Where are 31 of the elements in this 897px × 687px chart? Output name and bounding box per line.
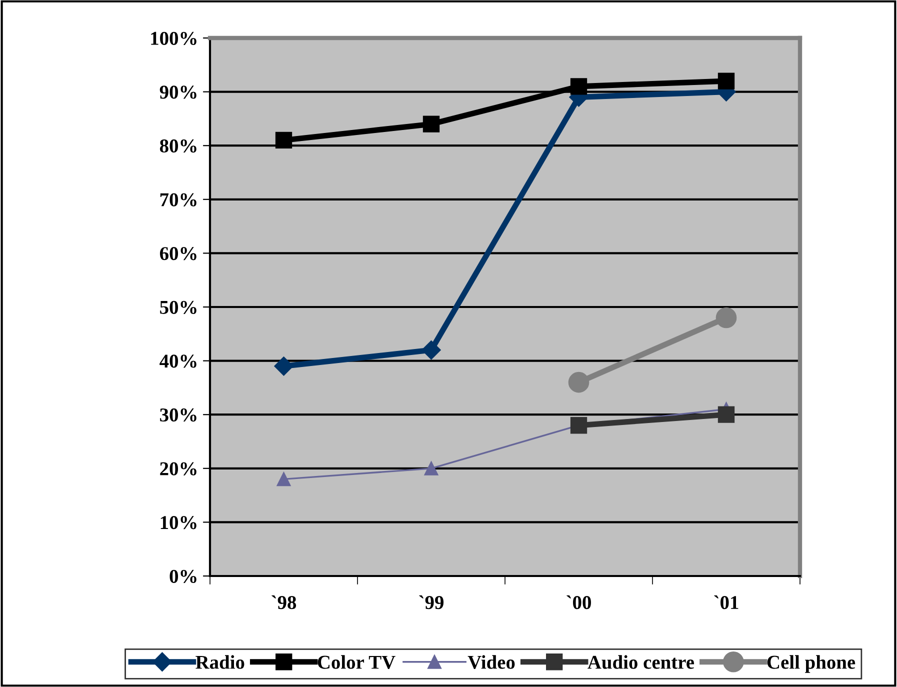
point [718,406,735,423]
point [276,472,291,486]
point [424,461,438,476]
y-tick-label: 40% [160,354,196,368]
point [568,372,590,393]
legend-label: Radio [196,655,244,669]
y-tick-label: 50% [160,300,196,314]
x-tick-label: `98 [272,595,296,610]
y-tick-label: 10% [160,516,196,530]
y-tick-label: 70% [160,193,196,206]
legend-label: Audio centre [588,655,694,669]
x-tick-label: `99 [419,595,444,610]
y-tick-label: 30% [160,408,196,422]
x-tick-label: `01 [714,595,738,610]
y-tick-label: 90% [160,86,196,99]
point [275,132,292,149]
point [274,356,294,376]
legend-label: Video [468,655,515,669]
y-tick-label: 100% [151,32,196,45]
x-tick-label: `00 [566,595,591,610]
point [422,340,441,360]
legend-label: Color TV [318,655,396,669]
y-tick-label: 0% [170,570,196,583]
y-tick-label: 20% [160,462,196,476]
point [570,78,588,95]
y-tick-label: 80% [160,139,196,153]
legend-label: Cell phone [767,655,856,673]
point [718,72,735,90]
point [716,307,737,328]
y-tick-label: 60% [160,247,196,260]
point [422,116,440,132]
